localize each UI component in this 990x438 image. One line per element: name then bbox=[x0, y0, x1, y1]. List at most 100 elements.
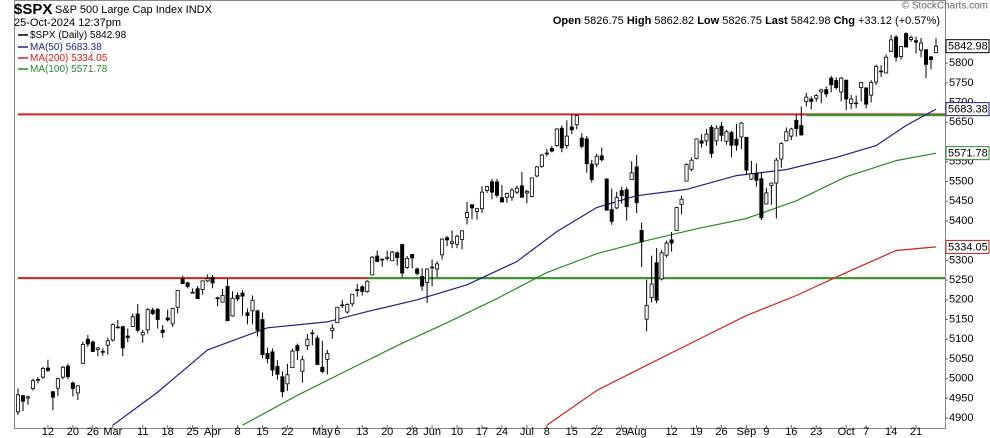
candle-body bbox=[669, 239, 674, 244]
candle-body bbox=[380, 258, 385, 261]
x-tick-label: Oct bbox=[838, 426, 855, 438]
quote-value: +33.12 (+0.57%) bbox=[858, 15, 940, 27]
candle-body bbox=[300, 359, 305, 372]
ma-line bbox=[242, 152, 937, 426]
candle-body bbox=[634, 166, 639, 204]
candle-body bbox=[539, 154, 544, 167]
x-tick-label: 8 bbox=[544, 426, 550, 438]
candle-body bbox=[280, 376, 285, 393]
candle-body bbox=[385, 256, 390, 259]
chart-date: 25-Oct-2024 12:37pm bbox=[14, 17, 121, 29]
candle-body bbox=[564, 135, 569, 146]
quote-value: 5826.75 bbox=[722, 15, 762, 27]
candle-body bbox=[619, 190, 624, 197]
quote-value: 5862.82 bbox=[654, 15, 694, 27]
candle-body bbox=[679, 198, 684, 205]
legend-entry: $SPX (Daily) 5842.98 bbox=[30, 30, 127, 41]
candle-body bbox=[345, 304, 350, 313]
candle-body bbox=[749, 173, 754, 180]
candle-body bbox=[20, 395, 25, 402]
candle-body bbox=[854, 102, 859, 105]
candle-body bbox=[70, 382, 75, 389]
legend-part: MA(200) bbox=[30, 53, 68, 64]
candle-body bbox=[390, 251, 395, 262]
candle-body bbox=[644, 304, 649, 320]
legend-entry: MA(200) 5334.05 bbox=[30, 53, 108, 64]
candle-body bbox=[395, 252, 400, 259]
candle-body bbox=[105, 340, 110, 346]
legend-part: $SPX (Daily) bbox=[30, 30, 87, 41]
legend-part: MA(50) bbox=[30, 42, 63, 53]
value-box-label: 5334.05 bbox=[948, 241, 988, 253]
candle-body bbox=[15, 394, 20, 413]
x-tick-label: 23 bbox=[810, 426, 822, 438]
legend-entry: MA(100) 5571.78 bbox=[30, 64, 108, 75]
y-tick-label: 5500 bbox=[949, 175, 973, 187]
candle-body bbox=[290, 350, 295, 369]
candle-body bbox=[484, 186, 489, 191]
y-tick-label: 5050 bbox=[949, 353, 973, 365]
x-tick-label: May bbox=[312, 426, 333, 438]
candle-body bbox=[120, 326, 125, 349]
candle-body bbox=[195, 288, 200, 300]
x-tick-label: 13 bbox=[356, 426, 368, 438]
x-tick-label: 10 bbox=[451, 426, 463, 438]
candle-body bbox=[140, 332, 145, 336]
x-tick-label: Mar bbox=[103, 426, 122, 438]
candle-body bbox=[285, 374, 290, 385]
candle-body bbox=[824, 89, 829, 95]
candle-body bbox=[904, 33, 909, 48]
candle-body bbox=[210, 276, 215, 284]
candle-body bbox=[554, 128, 559, 146]
candle-body bbox=[759, 178, 764, 219]
candle-body bbox=[674, 207, 679, 231]
x-tick-label: 15 bbox=[566, 426, 578, 438]
candle-body bbox=[160, 329, 165, 333]
candle-body bbox=[859, 82, 864, 88]
quote-value: 5842.98 bbox=[791, 15, 831, 27]
legend-entry: MA(50) 5683.38 bbox=[30, 42, 102, 53]
candle-body bbox=[325, 353, 330, 360]
candle-body bbox=[524, 190, 529, 194]
candle-body bbox=[719, 125, 724, 136]
candle-body bbox=[260, 319, 265, 356]
candle-body bbox=[739, 122, 744, 138]
candle-body bbox=[494, 181, 499, 196]
quote-value: 5826.75 bbox=[584, 15, 624, 27]
candle-body bbox=[574, 115, 579, 126]
candle-body bbox=[215, 297, 220, 300]
candle-body bbox=[754, 173, 759, 181]
candle-body bbox=[614, 197, 619, 209]
candle-body bbox=[649, 283, 654, 298]
x-tick-label: 18 bbox=[162, 426, 174, 438]
candle-body bbox=[894, 36, 899, 58]
candle-body bbox=[764, 192, 769, 205]
candle-body bbox=[734, 138, 739, 146]
candle-body bbox=[599, 155, 604, 161]
value-box bbox=[945, 146, 990, 161]
candle-body bbox=[470, 204, 475, 209]
y-tick-label: 5450 bbox=[949, 195, 973, 207]
candle-body bbox=[350, 293, 355, 305]
candle-body bbox=[180, 278, 185, 285]
candle-body bbox=[445, 237, 450, 241]
candle-body bbox=[110, 324, 115, 341]
value-box bbox=[945, 239, 990, 254]
y-tick-label: 5150 bbox=[949, 313, 973, 325]
y-tick-label: 5300 bbox=[949, 254, 973, 266]
candle-body bbox=[145, 309, 150, 331]
candle-body bbox=[924, 49, 929, 65]
candle-body bbox=[919, 42, 924, 51]
candle-body bbox=[125, 335, 130, 339]
candle-body bbox=[874, 65, 879, 83]
candle-body bbox=[45, 367, 50, 371]
x-tick-label: 19 bbox=[690, 426, 702, 438]
candle-body bbox=[245, 312, 250, 316]
candle-body bbox=[689, 159, 694, 170]
quote-label: Last bbox=[765, 15, 788, 27]
candle-body bbox=[794, 119, 799, 130]
candle-body bbox=[130, 316, 135, 328]
candle-body bbox=[589, 163, 594, 180]
candle-body bbox=[914, 40, 919, 43]
